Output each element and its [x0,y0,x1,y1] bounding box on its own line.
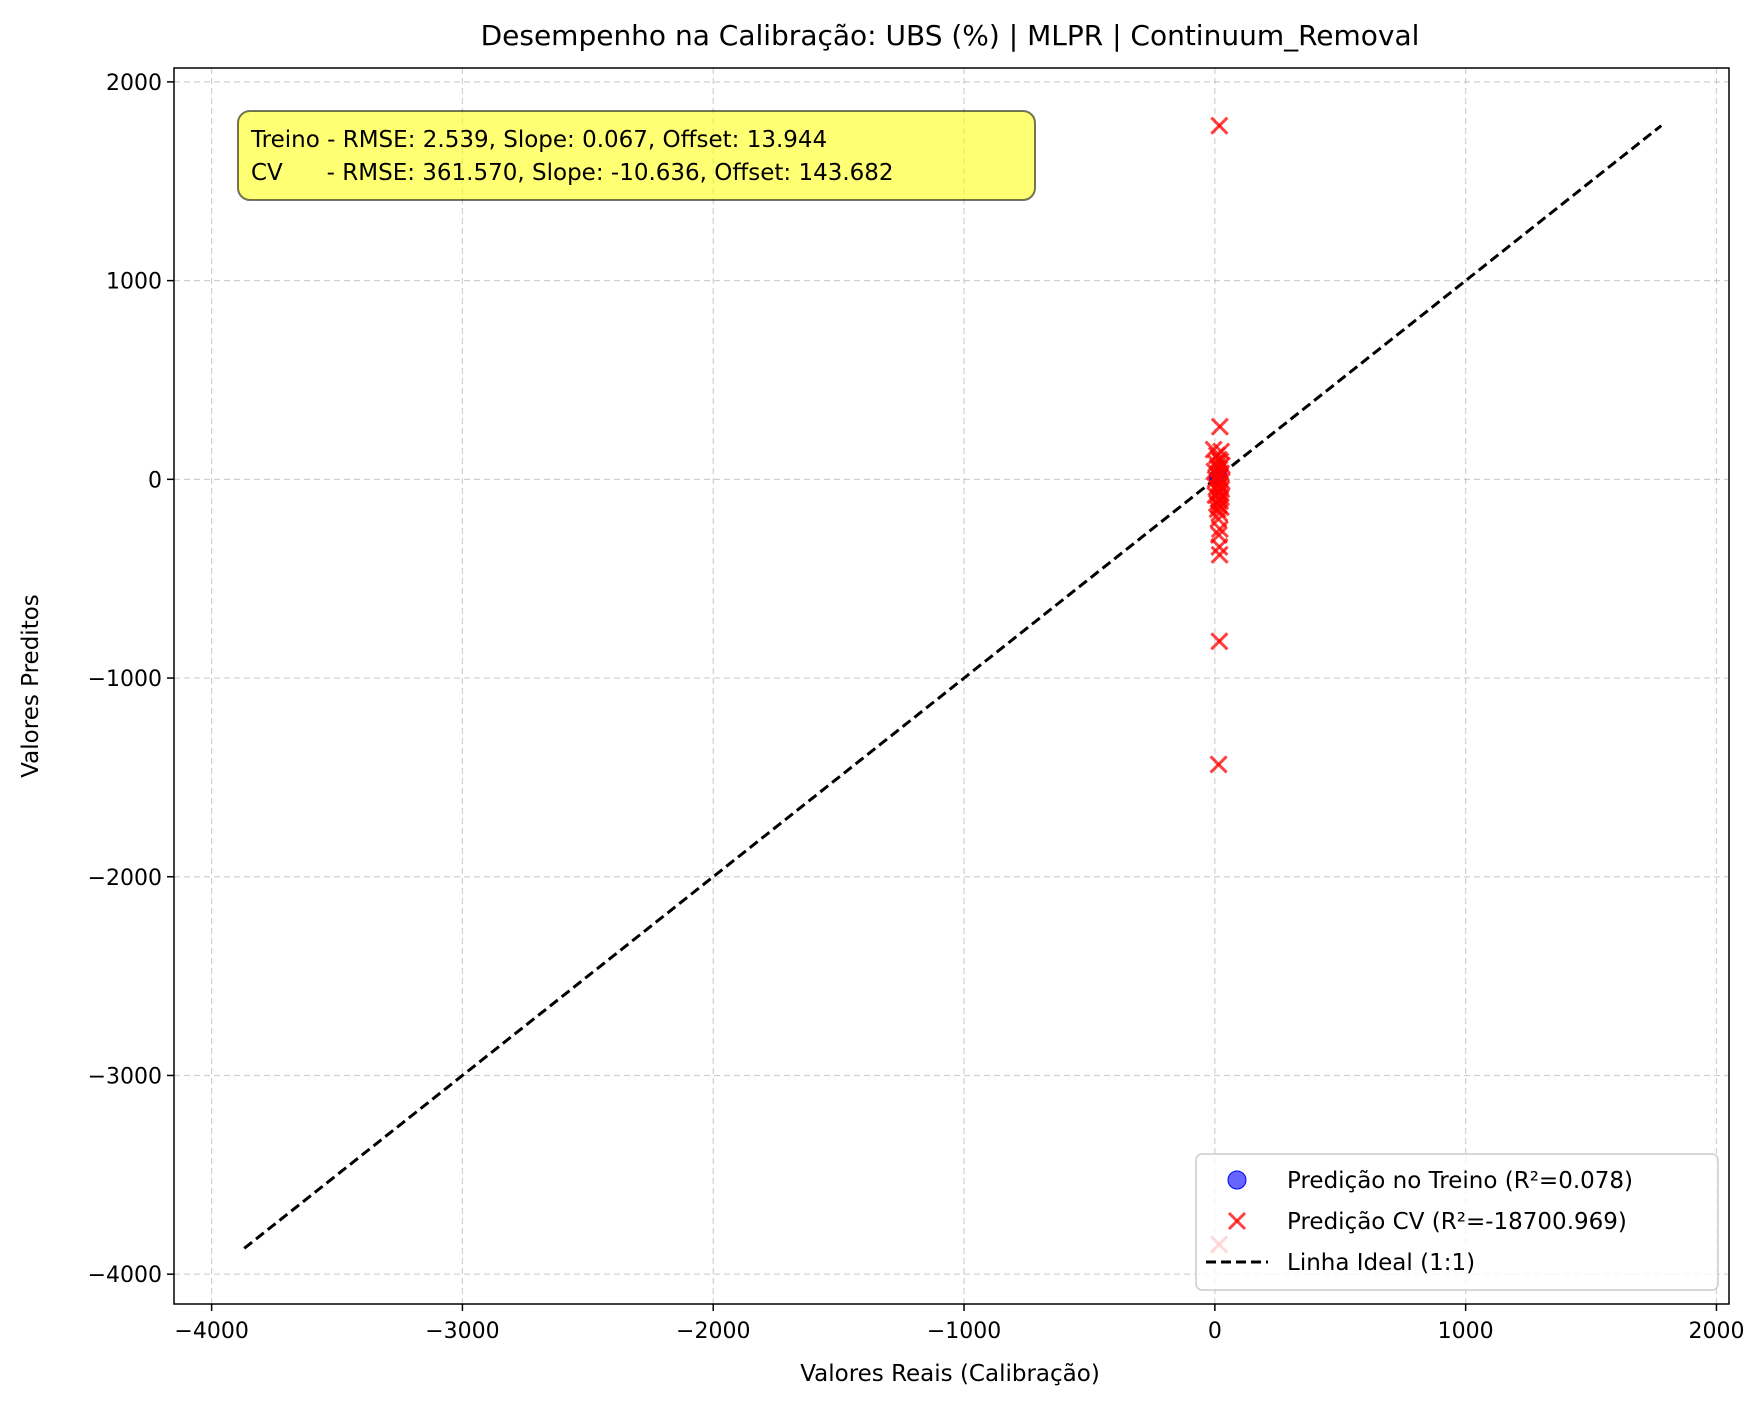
stats-line-treino: Treino - RMSE: 2.539, Slope: 0.067, Offs… [250,127,827,153]
legend-label-cv: Predição CV (R²=-18700.969) [1287,1209,1627,1235]
y-tick-label: −2000 [88,866,162,891]
y-tick-label: −1000 [88,667,162,692]
x-ticks: −4000 −3000 −2000 −1000 0 1000 2000 [174,1304,1744,1344]
x-tick-label: 2000 [1688,1319,1744,1344]
stats-line-cv: CV - RMSE: 361.570, Slope: -10.636, Offs… [251,160,894,186]
y-tick-label: −4000 [88,1263,162,1288]
y-tick-label: −3000 [88,1064,162,1089]
plot-frame [173,67,1730,1305]
x-tick-label: −2000 [676,1319,750,1344]
legend-label-train: Predição no Treino (R²=0.078) [1287,1168,1633,1194]
x-tick-label: −3000 [425,1319,499,1344]
grid [174,68,1729,1304]
y-tick-label: 0 [148,468,162,493]
cv-point [1210,504,1229,523]
chart-title: Desempenho na Calibração: UBS (%) | MLPR… [481,19,1420,52]
cv-point [1210,417,1229,436]
y-ticks: −4000 −3000 −2000 −1000 0 1000 2000 [88,71,174,1288]
x-tick-label: 0 [1208,1319,1222,1344]
x-tick-label: 1000 [1438,1319,1494,1344]
ideal-line-layer [243,124,1663,1250]
legend-marker-train [1227,1170,1247,1190]
cv-point [1209,755,1228,774]
cv-point [1210,545,1229,564]
cv-point [1210,116,1229,135]
legend-marker-cv [1227,1211,1247,1231]
y-tick-label: 2000 [106,71,162,96]
x-axis-label: Valores Reais (Calibração) [800,1361,1100,1387]
ideal-line [243,124,1663,1250]
legend: Predição no Treino (R²=0.078) Predição C… [1195,1153,1719,1291]
cv-point [1210,519,1229,539]
x-tick-label: −1000 [927,1319,1001,1344]
y-axis-label: Valores Preditos [18,594,44,778]
x-tick-label: −4000 [174,1319,248,1344]
legend-label-ideal: Linha Ideal (1:1) [1287,1250,1475,1276]
stats-box-background [237,110,1036,201]
y-tick-label: 1000 [106,270,162,295]
legend-background [1195,1153,1719,1291]
stats-box: Treino - RMSE: 2.539, Slope: 0.067, Offs… [237,110,1036,201]
cv-point [1210,632,1229,651]
cv-points [1204,116,1231,1254]
cv-point [1210,537,1229,556]
